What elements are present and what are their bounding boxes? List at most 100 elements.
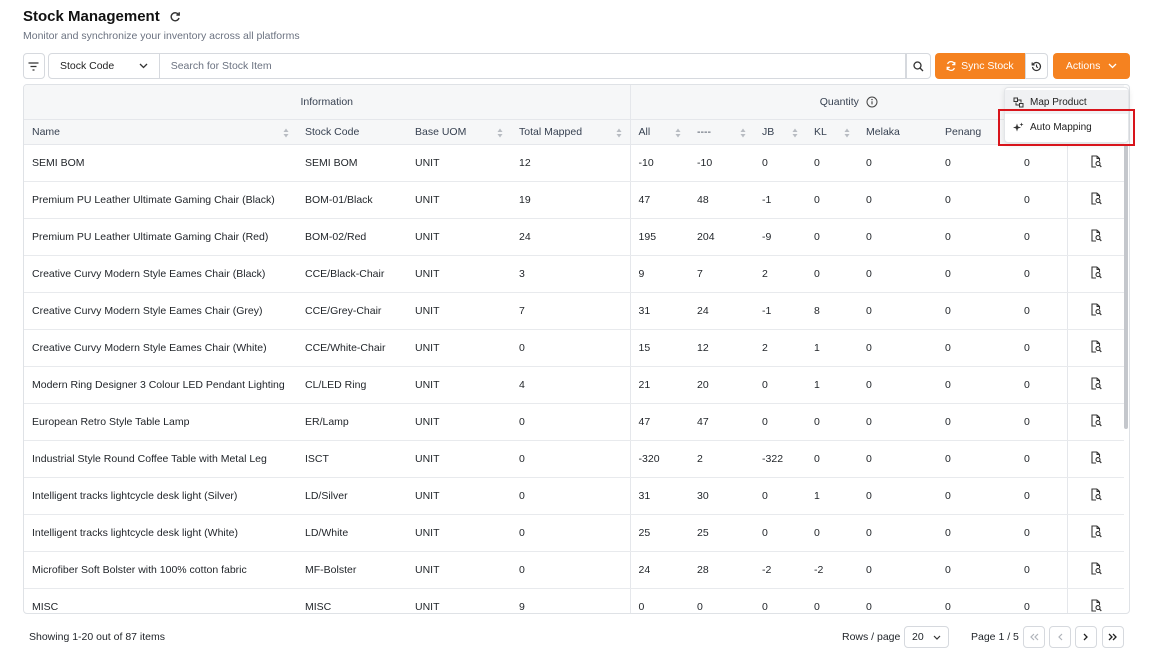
stock-table: Information Quantity Name Stock Code Base … <box>24 85 1125 613</box>
menu-item-auto-mapping[interactable]: Auto Mapping <box>1005 115 1128 139</box>
table-row[interactable]: MISC MISC UNIT 9 0 0 0 0 0 0 0 <box>24 588 1125 613</box>
actions-button[interactable]: Actions <box>1053 53 1130 79</box>
table-cell: 0 <box>858 255 938 293</box>
sort-icon[interactable] <box>740 128 746 138</box>
column-header[interactable]: Total Mapped <box>511 119 631 145</box>
view-details-button[interactable] <box>1066 477 1125 515</box>
table-cell: -2 <box>754 551 807 589</box>
stock-table-container: Information Quantity Name Stock Code Base … <box>23 84 1130 614</box>
sync-stock-button[interactable]: Sync Stock <box>934 53 1026 79</box>
table-cell: 0 <box>858 329 938 367</box>
double-chevron-right-icon <box>1108 633 1117 641</box>
sync-history-button[interactable] <box>1025 53 1049 79</box>
table-row[interactable]: Intelligent tracks lightcycle desk light… <box>24 514 1125 552</box>
search-button[interactable] <box>905 53 931 79</box>
search-input[interactable] <box>159 54 905 78</box>
view-details-button[interactable] <box>1066 551 1125 589</box>
table-row[interactable]: Creative Curvy Modern Style Eames Chair … <box>24 292 1125 330</box>
table-cell: 1 <box>806 477 859 515</box>
view-details-button[interactable] <box>1066 440 1125 478</box>
table-cell: CCE/Grey-Chair <box>297 292 407 330</box>
table-row[interactable]: Industrial Style Round Coffee Table with… <box>24 440 1125 478</box>
view-details-button[interactable] <box>1066 218 1125 256</box>
table-cell: 0 <box>806 514 859 552</box>
table-cell: 0 <box>858 144 938 182</box>
view-details-button[interactable] <box>1066 366 1125 404</box>
table-cell: 2 <box>689 440 755 478</box>
sort-icon[interactable] <box>792 128 798 138</box>
table-cell: 0 <box>858 551 938 589</box>
first-page-button[interactable] <box>1023 626 1045 648</box>
table-scrollbar[interactable] <box>1124 145 1128 429</box>
table-cell: BOM-01/Black <box>297 181 407 219</box>
history-icon <box>1031 61 1042 71</box>
table-row[interactable]: SEMI BOM SEMI BOM UNIT 12 -10 -10 0 0 0 0 0 <box>24 144 1125 182</box>
table-cell: 0 <box>806 255 859 293</box>
last-page-button[interactable] <box>1102 626 1124 648</box>
document-search-icon <box>1091 561 1102 575</box>
column-header[interactable]: Penang <box>937 119 1017 145</box>
sort-icon[interactable] <box>844 128 850 138</box>
table-cell: UNIT <box>407 181 511 219</box>
table-row[interactable]: Intelligent tracks lightcycle desk light… <box>24 477 1125 515</box>
column-header[interactable]: Stock Code <box>297 119 407 145</box>
sort-icon[interactable] <box>675 128 681 138</box>
table-cell: 0 <box>1016 366 1068 404</box>
table-row[interactable]: Microfiber Soft Bolster with 100% cotton… <box>24 551 1125 589</box>
table-row[interactable]: Premium PU Leather Ultimate Gaming Chair… <box>24 218 1125 256</box>
table-cell: 0 <box>511 329 631 367</box>
search-icon <box>912 60 924 71</box>
table-row[interactable]: Modern Ring Designer 3 Colour LED Pendan… <box>24 366 1125 404</box>
filter-button[interactable] <box>23 53 45 79</box>
column-header[interactable]: Name <box>24 119 297 145</box>
table-row[interactable]: Premium PU Leather Ultimate Gaming Chair… <box>24 181 1125 219</box>
table-cell: 0 <box>937 403 1017 441</box>
view-details-button[interactable] <box>1066 181 1125 219</box>
sync-icon <box>946 61 956 71</box>
view-details-button[interactable] <box>1066 588 1125 613</box>
highlight-annotation-box <box>998 109 1135 146</box>
chevron-down-icon <box>139 63 148 69</box>
column-header-label: Melaka <box>866 125 900 138</box>
view-details-button[interactable] <box>1066 292 1125 330</box>
sort-icon[interactable] <box>497 128 503 138</box>
column-header[interactable]: All <box>630 119 690 145</box>
table-cell: -10 <box>630 144 690 182</box>
sparkle-icon <box>1013 122 1024 131</box>
table-cell: UNIT <box>407 292 511 330</box>
column-header[interactable]: JB <box>754 119 807 145</box>
sort-icon[interactable] <box>616 128 622 138</box>
table-cell: LD/Silver <box>297 477 407 515</box>
page-title-text: Stock Management <box>23 8 160 25</box>
view-details-button[interactable] <box>1066 403 1125 441</box>
document-search-icon <box>1091 154 1102 168</box>
table-row[interactable]: Creative Curvy Modern Style Eames Chair … <box>24 329 1125 367</box>
sort-icon[interactable] <box>283 128 289 138</box>
column-header-label: Base UOM <box>415 125 467 138</box>
previous-page-button[interactable] <box>1049 626 1071 648</box>
column-header[interactable]: ---- <box>689 119 755 145</box>
view-details-button[interactable] <box>1066 514 1125 552</box>
column-header[interactable]: Melaka <box>858 119 938 145</box>
sync-stock-label: Sync Stock <box>961 60 1014 72</box>
page-title: Stock Management <box>23 8 181 25</box>
column-header[interactable]: KL <box>806 119 859 145</box>
table-cell: UNIT <box>407 366 511 404</box>
table-cell: 1 <box>806 366 859 404</box>
page-indicator: Page 1 / 5 <box>971 631 1019 643</box>
table-row[interactable]: Creative Curvy Modern Style Eames Chair … <box>24 255 1125 293</box>
table-cell: 0 <box>806 588 859 613</box>
info-icon[interactable] <box>866 96 878 108</box>
view-details-button[interactable] <box>1066 255 1125 293</box>
view-details-button[interactable] <box>1066 329 1125 367</box>
view-details-button[interactable] <box>1066 144 1125 182</box>
next-page-button[interactable] <box>1075 626 1097 648</box>
table-row[interactable]: European Retro Style Table Lamp ER/Lamp UN… <box>24 403 1125 441</box>
rows-per-page-select[interactable]: 20 <box>904 626 949 648</box>
table-cell: 0 <box>858 514 938 552</box>
table-cell: 0 <box>1016 403 1068 441</box>
column-header[interactable]: Base UOM <box>407 119 511 145</box>
table-cell: 0 <box>511 440 631 478</box>
search-field-select[interactable]: Stock Code <box>47 53 160 79</box>
refresh-icon[interactable] <box>169 11 181 23</box>
